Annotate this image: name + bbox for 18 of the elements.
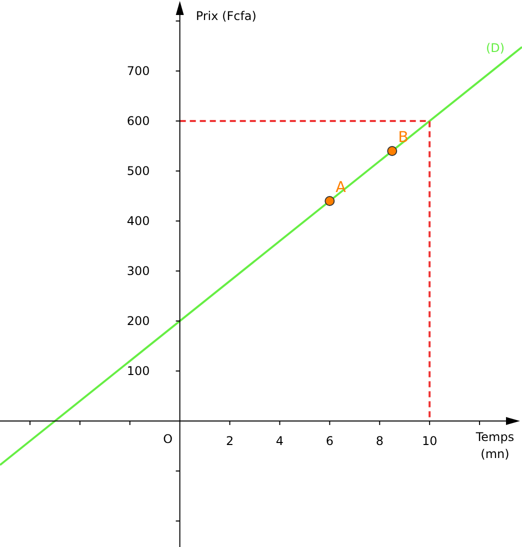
x-tick-label: 10	[422, 434, 438, 448]
x-tick-label: 2	[226, 434, 234, 448]
x-axis-title: Temps (mn)	[474, 430, 514, 461]
y-tick-label: 400	[126, 214, 150, 228]
y-tick-label: 700	[126, 64, 150, 78]
series-label: A	[336, 178, 347, 196]
x-tick-label: 6	[326, 434, 334, 448]
y-tick-label: 500	[126, 164, 150, 178]
series-label: B	[398, 128, 408, 146]
y-axis-title: Prix (Fcfa)	[196, 9, 256, 23]
y-tick-label: 300	[126, 264, 150, 278]
y-tick-label: 200	[126, 314, 150, 328]
x-tick-label: 8	[376, 434, 384, 448]
x-tick-label: 4	[276, 434, 284, 448]
series-label: (D)	[486, 41, 505, 55]
y-tick-label: 100	[126, 364, 150, 378]
y-tick-label: 600	[126, 114, 150, 128]
annotation: O	[163, 432, 173, 446]
